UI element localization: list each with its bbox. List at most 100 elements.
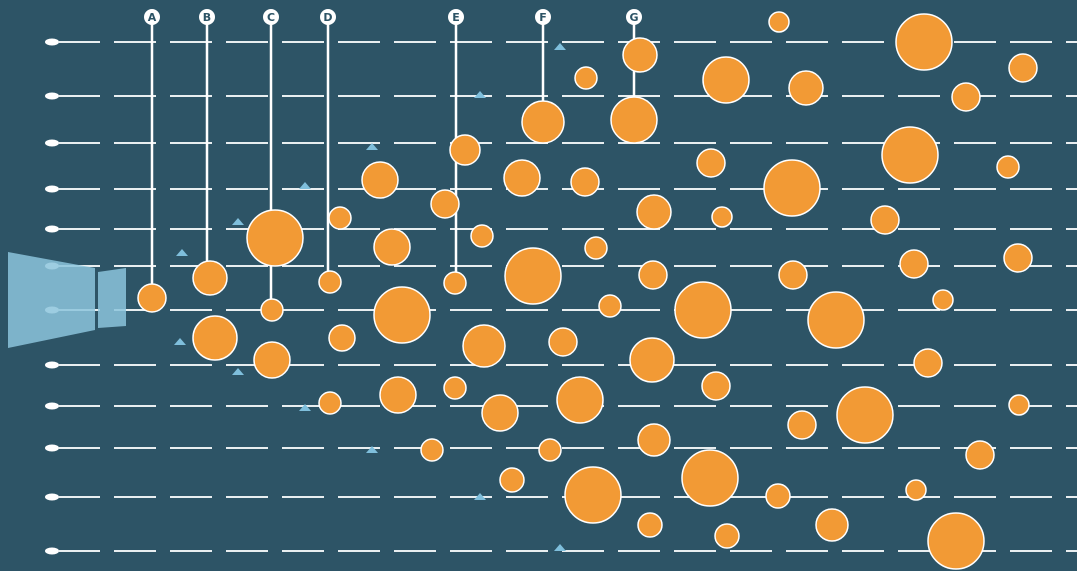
marker-label: C — [267, 11, 275, 24]
bubble — [373, 286, 431, 344]
bubble — [681, 449, 739, 507]
light-marker — [232, 368, 244, 375]
bubble — [965, 440, 995, 470]
bubble — [881, 126, 939, 184]
row-knob — [45, 402, 59, 410]
bubble — [765, 483, 791, 509]
bubble — [449, 134, 481, 166]
bubble — [636, 194, 672, 230]
marker-label: B — [203, 11, 211, 24]
bubble — [137, 283, 167, 313]
label-badge — [535, 9, 551, 25]
bubble — [328, 324, 356, 352]
bubble — [768, 11, 790, 33]
label-badge — [320, 9, 336, 25]
bubble — [420, 438, 444, 462]
bubble — [584, 236, 608, 260]
bubble — [318, 391, 342, 415]
light-marker — [366, 446, 378, 453]
light-marker — [299, 182, 311, 189]
bubble — [598, 294, 622, 318]
bubble — [462, 324, 506, 368]
row-knob — [45, 92, 59, 100]
bubble — [787, 410, 817, 440]
bubble — [701, 371, 731, 401]
bubble — [521, 100, 565, 144]
marker-label: G — [629, 11, 638, 24]
bubble — [899, 249, 929, 279]
label-badge — [144, 9, 160, 25]
bubble — [1008, 53, 1038, 83]
bubble — [932, 289, 954, 311]
bubble — [696, 148, 726, 178]
bubble — [927, 512, 985, 570]
bubble — [556, 376, 604, 424]
bubble — [328, 206, 352, 230]
bubble — [503, 159, 541, 197]
bubble — [637, 512, 663, 538]
bubble — [443, 376, 467, 400]
bubble — [499, 467, 525, 493]
bubble — [1008, 394, 1030, 416]
bubble — [373, 228, 411, 266]
bubble — [895, 13, 953, 71]
marker-label: A — [148, 11, 157, 24]
bubble — [481, 394, 519, 432]
label-badge — [263, 9, 279, 25]
row-knob — [45, 493, 59, 501]
bubble — [996, 155, 1020, 179]
bubble — [870, 205, 900, 235]
bubble — [610, 96, 658, 144]
bubble — [260, 298, 284, 322]
bubble — [570, 167, 600, 197]
bubble — [504, 247, 562, 305]
bubble — [637, 423, 671, 457]
marker-label: F — [539, 11, 547, 24]
bubble — [574, 66, 598, 90]
bubble — [714, 523, 740, 549]
light-marker — [232, 218, 244, 225]
bubble — [674, 281, 732, 339]
row-knob — [45, 38, 59, 46]
bubble — [192, 315, 238, 361]
bubble — [905, 479, 927, 501]
bubble — [379, 376, 417, 414]
row-knob — [45, 185, 59, 193]
marker-label: E — [452, 11, 460, 24]
projector-lens — [98, 268, 126, 328]
marker-label: D — [323, 11, 332, 24]
bubble — [253, 341, 291, 379]
bubble — [1003, 243, 1033, 273]
bubble — [711, 206, 733, 228]
light-marker — [299, 404, 311, 411]
bubble — [629, 337, 675, 383]
row-knob — [45, 444, 59, 452]
projector-body — [8, 252, 95, 348]
labels: A B C D E F G — [144, 9, 642, 25]
bubble — [622, 37, 658, 73]
light-marker — [474, 91, 486, 98]
bubble — [538, 438, 562, 462]
label-badge — [448, 9, 464, 25]
bubble — [192, 260, 228, 296]
label-badge — [199, 9, 215, 25]
bubble — [564, 466, 622, 524]
light-marker — [176, 249, 188, 256]
bubble — [470, 224, 494, 248]
bubble — [318, 270, 342, 294]
label-badge — [626, 9, 642, 25]
light-marker — [474, 493, 486, 500]
bubble — [763, 159, 821, 217]
light-marker — [366, 143, 378, 150]
bubble — [951, 82, 981, 112]
bubble — [702, 56, 750, 104]
light-marker — [174, 338, 186, 345]
row-knob — [45, 225, 59, 233]
row-knob — [45, 139, 59, 147]
bubble — [361, 161, 399, 199]
bubble — [788, 70, 824, 106]
light-marker — [554, 544, 566, 551]
row-knob — [45, 547, 59, 555]
